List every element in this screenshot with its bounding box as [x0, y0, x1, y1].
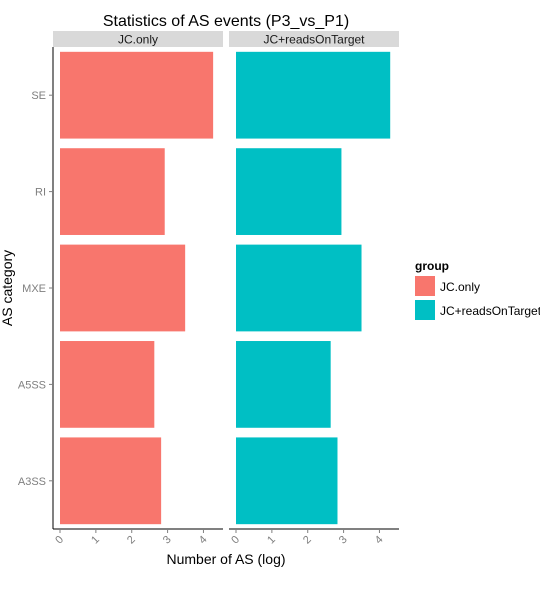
- legend-title: group: [415, 259, 449, 273]
- legend-key: [415, 300, 435, 320]
- panel-jc-reads-on-target: [236, 51, 391, 525]
- y-tick-label: SE: [31, 90, 46, 102]
- bar-ri-jc-only: [60, 148, 165, 235]
- bar-a3ss-jc-only: [60, 437, 162, 525]
- legend-key: [415, 276, 435, 296]
- bar-se-jc-reads-on-target: [236, 51, 391, 139]
- y-axis-ticks: SE RI MXE A5SS A3SS: [18, 90, 53, 488]
- bar-a5ss-jc-only: [60, 341, 155, 428]
- legend: group JC.only JC+readsOnTarget: [415, 259, 540, 320]
- facet-strip-label: JC.only: [118, 33, 158, 47]
- y-tick-label: A5SS: [18, 379, 46, 391]
- legend-label: JC.only: [440, 280, 480, 294]
- y-tick-label: A3SS: [18, 476, 46, 488]
- x-axis-title: Number of AS (log): [166, 551, 285, 567]
- x-tick-label: 2: [125, 534, 138, 547]
- bar-a3ss-jc-reads-on-target: [236, 437, 338, 525]
- bar-ri-jc-reads-on-target: [236, 148, 342, 235]
- bar-mxe-jc-reads-on-target: [236, 244, 362, 332]
- bar-se-jc-only: [60, 51, 214, 139]
- x-tick-label: 3: [337, 534, 350, 547]
- x-tick-label: 0: [229, 534, 242, 547]
- y-axis-title: AS category: [0, 250, 15, 326]
- bar-a5ss-jc-reads-on-target: [236, 341, 331, 428]
- legend-label: JC+readsOnTarget: [440, 304, 540, 318]
- x-tick-label: 2: [301, 534, 314, 547]
- x-tick-label: 4: [373, 534, 386, 547]
- chart-title: Statistics of AS events (P3_vs_P1): [103, 13, 349, 30]
- x-tick-label: 0: [53, 534, 66, 547]
- x-tick-label: 1: [89, 534, 102, 547]
- facet-strip-jc-reads-on-target: JC+readsOnTarget: [229, 31, 399, 47]
- facet-strip-jc-only: JC.only: [53, 31, 223, 47]
- facet-strip-label: JC+readsOnTarget: [263, 33, 365, 47]
- panel-jc-only: [60, 51, 214, 525]
- x-tick-label: 4: [197, 534, 210, 547]
- y-tick-label: MXE: [22, 283, 46, 295]
- x-tick-label: 3: [161, 534, 174, 547]
- y-tick-label: RI: [35, 187, 46, 199]
- x-axis-ticks: 0 1 2 3 4 0 1 2 3 4: [53, 529, 386, 547]
- bar-mxe-jc-only: [60, 244, 186, 332]
- x-tick-label: 1: [265, 534, 278, 547]
